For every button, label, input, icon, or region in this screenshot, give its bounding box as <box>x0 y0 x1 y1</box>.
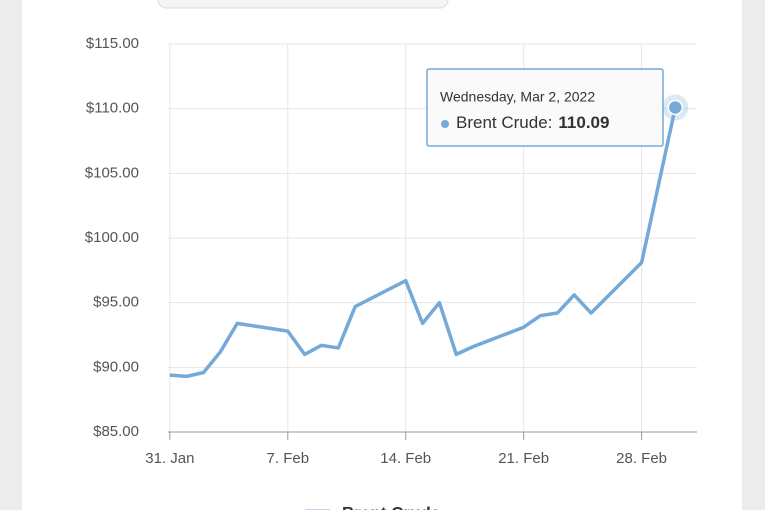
series-line <box>169 107 678 379</box>
hover-point <box>667 99 684 116</box>
x-tick-label: 28. Feb <box>616 450 667 467</box>
y-tick-label: $100.00 <box>85 229 139 246</box>
tooltip-label: Brent Crude: 110.09 <box>456 113 609 132</box>
y-tick-label: $110.00 <box>86 100 139 117</box>
plot: Brent Crude <box>169 94 689 510</box>
tooltip-title: Wednesday, Mar 2, 2022 <box>440 89 595 105</box>
y-tick-label: $95.00 <box>93 294 139 311</box>
tooltip-box <box>426 68 664 147</box>
tooltip-value: 110.09 <box>558 113 609 132</box>
x-tick-label: 14. Feb <box>380 450 431 467</box>
top-control <box>157 0 449 9</box>
legend-label: Brent Crude <box>342 503 440 510</box>
x-tick-label: 21. Feb <box>498 450 549 467</box>
tooltip-series: Brent Crude: <box>456 113 552 132</box>
tooltip-dot <box>441 120 449 128</box>
y-tick-label: $85.00 <box>93 423 139 440</box>
y-tick-label: $90.00 <box>93 358 139 375</box>
grid: $85.00 $90.00 $95.00 $100.00 $105.00 $110.00 $… <box>85 35 697 467</box>
x-tick-label: 31. Jan <box>145 450 194 467</box>
tooltip: Wednesday, Mar 2, 2022 Brent Crude: 110.09 <box>426 68 664 147</box>
y-tick-label: $105.00 <box>85 164 139 181</box>
y-tick-label: $115.00 <box>86 35 139 52</box>
x-tick-label: 7. Feb <box>267 450 310 467</box>
